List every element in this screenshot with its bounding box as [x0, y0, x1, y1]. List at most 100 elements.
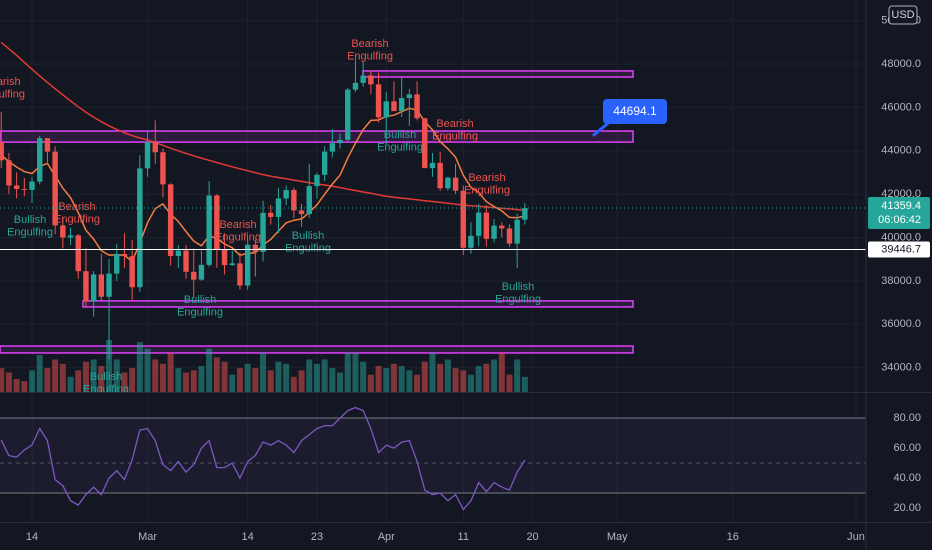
candle-body	[414, 94, 420, 119]
volume-bar	[183, 372, 190, 392]
volume-bar	[360, 361, 367, 392]
volume-bar	[267, 370, 274, 392]
candle-body	[429, 162, 436, 169]
zone	[0, 130, 634, 143]
pattern-label: Bullish	[14, 214, 46, 226]
candle-body	[0, 142, 4, 161]
candle-body	[67, 235, 74, 238]
volume-bar	[244, 363, 251, 392]
volume-bar	[67, 376, 74, 392]
candle-body	[160, 152, 166, 185]
y-tick-label: 46000.0	[881, 101, 921, 113]
volume-bar	[0, 368, 5, 392]
candle-body	[106, 273, 112, 297]
volume-bar	[159, 363, 166, 392]
volume-bar	[229, 374, 236, 392]
rsi-tick-label: 40.00	[893, 472, 921, 484]
x-tick-label: 14	[26, 531, 38, 543]
candle-body	[352, 82, 359, 90]
candle-body	[445, 177, 451, 189]
candle-body	[206, 195, 212, 265]
volume-bar	[13, 379, 20, 392]
candle-body	[291, 190, 297, 211]
x-tick-label: 16	[727, 531, 739, 543]
candle-body	[167, 184, 174, 256]
volume-bar	[398, 366, 405, 392]
volume-bar	[82, 361, 89, 392]
candle-body	[121, 254, 128, 257]
pattern-label: Bullish	[502, 281, 534, 293]
x-tick-label: Apr	[378, 531, 395, 543]
candle-body	[44, 138, 51, 152]
pattern-label: Engulfing	[83, 383, 129, 395]
candle-body	[152, 141, 158, 153]
volume-bar	[221, 361, 228, 392]
volume-bar	[190, 370, 197, 392]
volume-bar	[321, 359, 328, 392]
volume-bar	[491, 359, 498, 392]
zone	[0, 345, 634, 354]
candle-body	[221, 249, 228, 266]
x-tick-label: Jun	[847, 531, 865, 543]
candle-body	[237, 263, 243, 286]
candle-body	[260, 212, 266, 252]
candle-body	[137, 168, 143, 288]
volume-bar	[236, 368, 243, 392]
candle-body	[98, 274, 105, 297]
candle-body	[391, 101, 397, 112]
rsi-pane	[0, 393, 866, 522]
volume-bar	[106, 340, 113, 392]
pattern-label: Bullish	[184, 294, 216, 306]
volume-bar	[260, 353, 267, 392]
pattern-label: Engulfing	[215, 231, 261, 243]
candle-body	[252, 244, 259, 252]
volume-bar	[344, 353, 351, 392]
volume-bar	[213, 357, 220, 392]
y-tick-label: 38000.0	[881, 275, 921, 287]
candle-body	[6, 160, 12, 186]
pattern-label: Engulfing	[377, 141, 423, 153]
candle-body	[522, 208, 528, 220]
volume-bar	[460, 370, 467, 392]
pattern-label: Engulfing	[177, 306, 223, 318]
volume-bar	[383, 368, 390, 392]
pattern-label: Engulfing	[7, 226, 53, 238]
rsi-tick-label: 20.00	[893, 502, 921, 514]
volume-bar	[52, 359, 59, 392]
zone	[82, 300, 634, 308]
rsi-tick-label: 80.00	[893, 412, 921, 424]
volume-bar	[429, 353, 436, 392]
rsi-line	[0, 406, 526, 511]
volume-bar	[198, 366, 205, 392]
volume-bar	[437, 363, 444, 392]
volume-bar	[283, 363, 290, 392]
candle-body	[37, 138, 43, 182]
volume-bar	[337, 372, 344, 392]
callout-label: 44694.1	[613, 104, 657, 118]
volume-bar	[406, 370, 413, 392]
candle-body	[514, 219, 520, 244]
candle-body	[468, 235, 474, 248]
volume-bar	[59, 363, 66, 392]
volume-bar	[252, 368, 259, 392]
volume-bar	[375, 366, 382, 392]
moving-average	[0, 41, 525, 212]
volume-bar	[275, 361, 282, 392]
volume-bar	[514, 359, 521, 392]
candle-body	[368, 75, 374, 85]
y-tick-label: 36000.0	[881, 318, 921, 330]
candle-body	[360, 75, 366, 83]
last-price-box	[868, 197, 930, 230]
price-line-box	[868, 241, 930, 258]
x-tick-label: 14	[242, 531, 254, 543]
volume-bar	[367, 374, 374, 392]
candle-body	[83, 271, 89, 302]
volume-bar	[113, 359, 120, 392]
candle-body	[375, 84, 382, 118]
candle-body	[214, 195, 220, 250]
candle-body	[275, 198, 282, 217]
pattern-label: Bullish	[384, 129, 416, 141]
y-tick-label: 40000.0	[881, 231, 921, 243]
